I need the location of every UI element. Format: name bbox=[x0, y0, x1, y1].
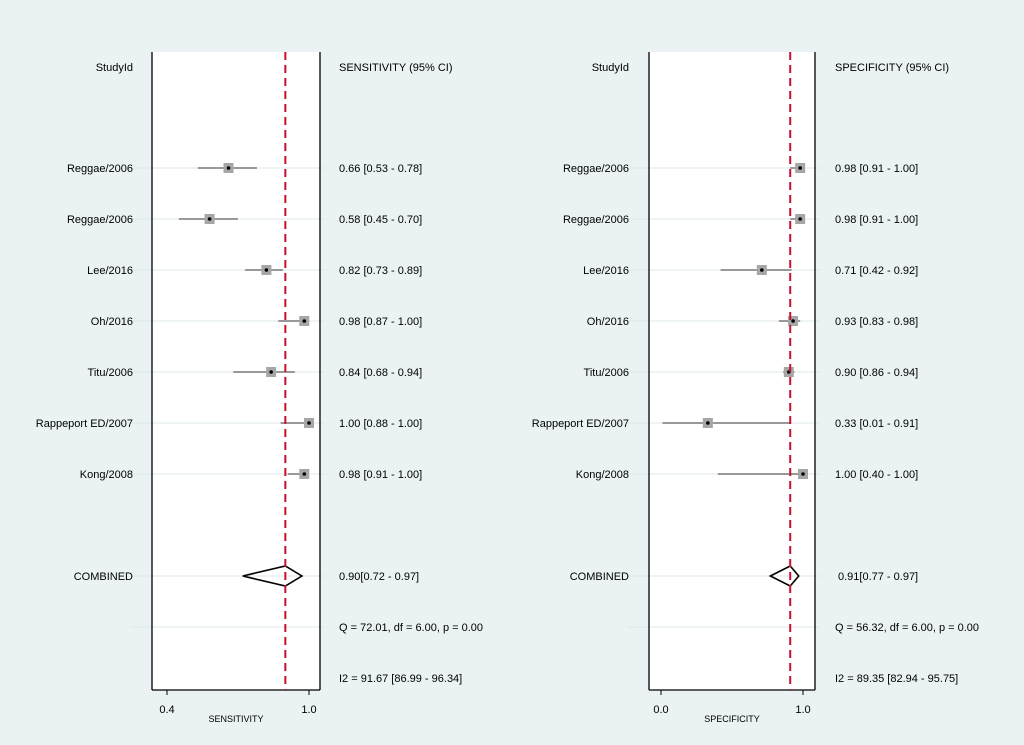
combined-diamond bbox=[768, 565, 800, 587]
estimate-point bbox=[706, 421, 710, 425]
estimate-point bbox=[307, 421, 311, 425]
study-stat-label: 1.00 [0.88 - 1.00] bbox=[339, 418, 422, 430]
combined-stat-label: 0.90[0.72 - 0.97] bbox=[339, 571, 419, 583]
x-tick-label: 1.0 bbox=[301, 704, 316, 716]
study-name: Lee/2016 bbox=[583, 265, 629, 277]
study-stat-label: 0.58 [0.45 - 0.70] bbox=[339, 214, 422, 226]
x-axis-title: SPECIFICITY bbox=[704, 714, 760, 724]
estimate-point bbox=[791, 319, 795, 323]
x-axis-title: SENSITIVITY bbox=[208, 714, 263, 724]
study-name: Kong/2008 bbox=[576, 469, 629, 481]
study-name: Titu/2006 bbox=[584, 367, 629, 379]
study-stat-label: 0.93 [0.83 - 0.98] bbox=[835, 316, 918, 328]
study-name: Reggae/2006 bbox=[67, 214, 133, 226]
study-stat-label: 0.71 [0.42 - 0.92] bbox=[835, 265, 918, 277]
study-name: Oh/2016 bbox=[587, 316, 629, 328]
estimate-point bbox=[207, 217, 212, 221]
study-name: Reggae/2006 bbox=[563, 163, 629, 175]
study-stat-label: 0.66 [0.53 - 0.78] bbox=[339, 163, 422, 175]
study-stat-label: 0.98 [0.91 - 1.00] bbox=[835, 214, 918, 226]
study-stat-label: 0.98 [0.91 - 1.00] bbox=[835, 163, 918, 175]
study-stat-label: 0.98 [0.91 - 1.00] bbox=[339, 469, 422, 481]
estimate-point bbox=[798, 166, 802, 170]
study-stat-label: 0.33 [0.01 - 0.91] bbox=[835, 418, 918, 430]
estimate-point bbox=[798, 217, 802, 221]
study-name: Rappeport ED/2007 bbox=[36, 418, 133, 430]
study-stat-label: 0.98 [0.87 - 1.00] bbox=[339, 316, 422, 328]
stat-column-header: SPECIFICITY (95% CI) bbox=[835, 62, 949, 74]
combined-diamond bbox=[242, 565, 304, 587]
study-stat-label: 0.84 [0.68 - 0.94] bbox=[339, 367, 422, 379]
estimate-point bbox=[302, 319, 307, 323]
study-name: Lee/2016 bbox=[87, 265, 133, 277]
estimate-point bbox=[760, 268, 764, 272]
specificity-panel: 0.0 1.0 SPECIFICITY StudyId SPECIFICITY (95%… bbox=[532, 52, 979, 724]
stat-column-header: SENSITIVITY (95% CI) bbox=[339, 62, 453, 74]
study-stat-label: 0.90 [0.86 - 0.94] bbox=[835, 367, 918, 379]
combined-label: COMBINED bbox=[74, 571, 133, 583]
combined-label: COMBINED bbox=[570, 571, 629, 583]
estimate-point bbox=[302, 472, 307, 476]
study-column-header: StudyId bbox=[592, 62, 629, 74]
heterogeneity-q: Q = 72.01, df = 6.00, p = 0.00 bbox=[339, 622, 483, 634]
x-tick-label: 0.0 bbox=[653, 704, 668, 716]
study-name: Reggae/2006 bbox=[563, 214, 629, 226]
combined-stat-label: 0.91[0.77 - 0.97] bbox=[838, 571, 918, 583]
study-stat-label: 0.82 [0.73 - 0.89] bbox=[339, 265, 422, 277]
estimate-point bbox=[801, 472, 805, 476]
estimate-point bbox=[269, 370, 273, 374]
heterogeneity-i2: I2 = 89.35 [82.94 - 95.75] bbox=[835, 673, 958, 685]
estimate-point bbox=[264, 268, 269, 272]
study-stat-label: 1.00 [0.40 - 1.00] bbox=[835, 469, 918, 481]
study-name: Reggae/2006 bbox=[67, 163, 133, 175]
study-name: Titu/2006 bbox=[88, 367, 133, 379]
estimate-point bbox=[226, 166, 231, 170]
x-tick-label: 0.4 bbox=[159, 704, 174, 716]
sensitivity-panel: 0.4 1.0 SENSITIVITY StudyId SENSITIVITY (95%… bbox=[36, 52, 483, 724]
study-column-header: StudyId bbox=[96, 62, 133, 74]
heterogeneity-q: Q = 56.32, df = 6.00, p = 0.00 bbox=[835, 622, 979, 634]
study-name: Oh/2016 bbox=[91, 316, 133, 328]
plot-area bbox=[152, 52, 320, 690]
x-tick-label: 1.0 bbox=[795, 704, 810, 716]
heterogeneity-i2: I2 = 91.67 [86.99 - 96.34] bbox=[339, 673, 462, 685]
study-name: Rappeport ED/2007 bbox=[532, 418, 629, 430]
study-name: Kong/2008 bbox=[80, 469, 133, 481]
